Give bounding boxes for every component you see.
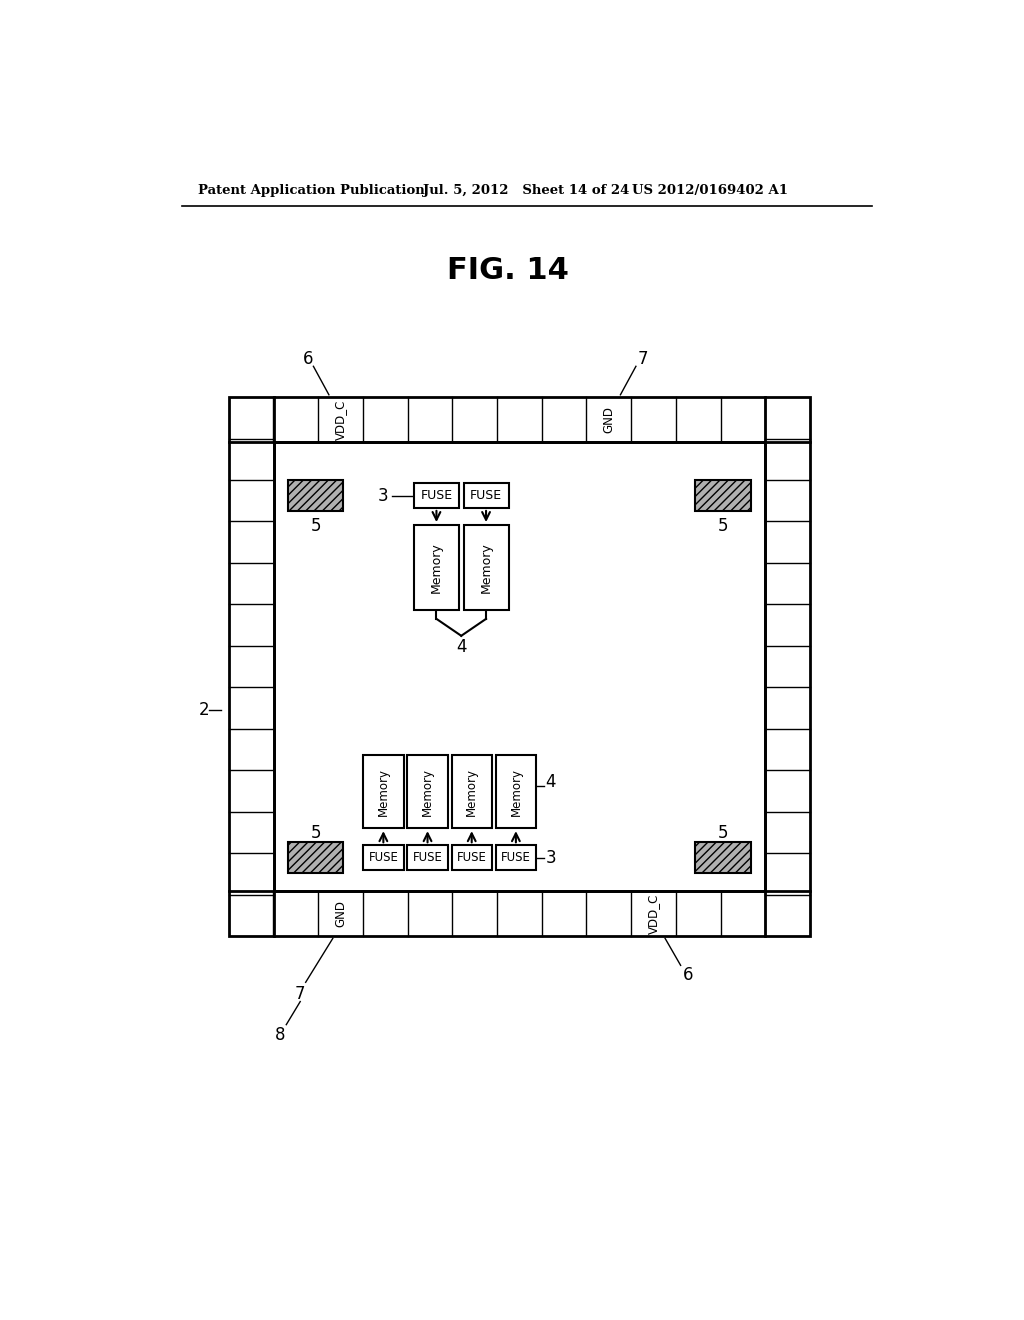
Bar bbox=[695, 842, 751, 873]
Text: 8: 8 bbox=[274, 1026, 286, 1044]
Text: 3: 3 bbox=[546, 849, 556, 866]
Bar bbox=[364, 755, 403, 829]
Text: US 2012/0169402 A1: US 2012/0169402 A1 bbox=[632, 185, 787, 197]
Text: FUSE: FUSE bbox=[413, 851, 442, 865]
Text: 2: 2 bbox=[199, 701, 209, 718]
Text: 4: 4 bbox=[546, 774, 556, 792]
Bar bbox=[452, 845, 492, 870]
Bar bbox=[452, 755, 492, 829]
Bar bbox=[464, 483, 509, 508]
Text: 3: 3 bbox=[378, 487, 388, 504]
Text: GND: GND bbox=[334, 900, 347, 927]
Text: FUSE: FUSE bbox=[421, 490, 453, 502]
Bar bbox=[496, 755, 536, 829]
Text: FIG. 14: FIG. 14 bbox=[446, 256, 568, 285]
Text: GND: GND bbox=[602, 407, 615, 433]
Bar bbox=[496, 845, 536, 870]
Text: Memory: Memory bbox=[377, 768, 390, 816]
Text: 6: 6 bbox=[303, 350, 313, 367]
Text: Patent Application Publication: Patent Application Publication bbox=[198, 185, 425, 197]
Text: Memory: Memory bbox=[479, 543, 493, 593]
Text: FUSE: FUSE bbox=[457, 851, 486, 865]
Text: VDD_C: VDD_C bbox=[334, 399, 347, 440]
Text: Memory: Memory bbox=[465, 768, 478, 816]
Text: 6: 6 bbox=[683, 966, 693, 983]
Bar bbox=[288, 842, 343, 873]
Text: 5: 5 bbox=[718, 824, 728, 842]
Bar bbox=[408, 755, 447, 829]
Text: FUSE: FUSE bbox=[501, 851, 530, 865]
Text: 7: 7 bbox=[295, 985, 305, 1003]
Text: 5: 5 bbox=[310, 824, 321, 842]
Bar bbox=[414, 525, 459, 610]
Text: 5: 5 bbox=[718, 517, 728, 536]
Text: FUSE: FUSE bbox=[369, 851, 398, 865]
Text: Memory: Memory bbox=[430, 543, 443, 593]
Bar bbox=[695, 480, 751, 511]
Text: 5: 5 bbox=[310, 517, 321, 536]
Bar bbox=[288, 480, 343, 511]
Text: 4: 4 bbox=[456, 638, 467, 656]
Text: 7: 7 bbox=[638, 350, 648, 367]
Bar bbox=[464, 525, 509, 610]
Text: Memory: Memory bbox=[509, 768, 522, 816]
Bar bbox=[364, 845, 403, 870]
Bar bbox=[408, 845, 447, 870]
Bar bbox=[228, 397, 810, 936]
Bar bbox=[273, 442, 765, 891]
Text: Jul. 5, 2012   Sheet 14 of 24: Jul. 5, 2012 Sheet 14 of 24 bbox=[423, 185, 629, 197]
Text: Memory: Memory bbox=[421, 768, 434, 816]
Text: VDD_C: VDD_C bbox=[647, 894, 660, 935]
Bar bbox=[414, 483, 459, 508]
Text: FUSE: FUSE bbox=[470, 490, 502, 502]
